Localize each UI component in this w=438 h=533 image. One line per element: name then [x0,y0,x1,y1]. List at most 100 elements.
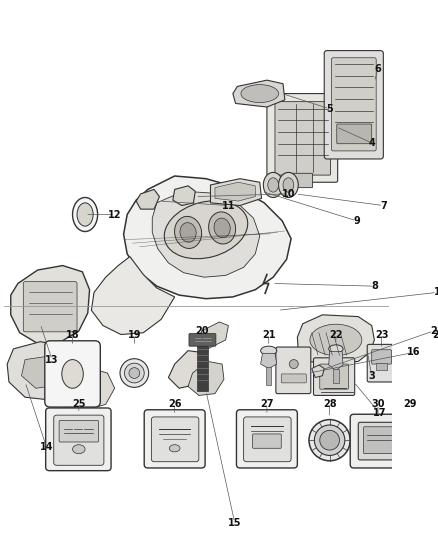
Ellipse shape [314,425,345,455]
Ellipse shape [283,178,294,192]
FancyBboxPatch shape [46,408,111,471]
Polygon shape [199,322,228,349]
Ellipse shape [241,85,279,102]
Ellipse shape [214,218,230,238]
Ellipse shape [169,445,180,452]
Polygon shape [173,186,195,206]
FancyBboxPatch shape [284,173,313,188]
FancyBboxPatch shape [144,410,205,468]
Ellipse shape [261,346,277,355]
Ellipse shape [310,324,362,356]
FancyBboxPatch shape [45,341,100,407]
Polygon shape [188,361,224,395]
Text: 5: 5 [326,104,333,114]
FancyBboxPatch shape [350,414,406,468]
Polygon shape [437,376,438,388]
Text: 4: 4 [368,138,375,148]
Polygon shape [11,265,89,343]
FancyBboxPatch shape [275,102,331,175]
Circle shape [290,360,298,368]
Text: 28: 28 [323,399,336,409]
Text: 24: 24 [432,329,438,340]
FancyBboxPatch shape [253,434,281,448]
Text: 26: 26 [168,399,181,409]
Text: 3: 3 [368,371,375,381]
Polygon shape [7,342,79,400]
Ellipse shape [268,178,279,192]
Text: 7: 7 [380,200,387,211]
Text: 1: 1 [434,287,438,297]
Text: 20: 20 [196,326,209,336]
Polygon shape [152,191,260,277]
Ellipse shape [279,172,298,198]
Text: 22: 22 [329,329,343,340]
Ellipse shape [120,359,148,387]
Ellipse shape [406,436,415,445]
FancyBboxPatch shape [314,358,355,395]
Ellipse shape [73,198,98,231]
Text: 8: 8 [371,281,378,291]
FancyBboxPatch shape [281,374,306,383]
Ellipse shape [180,223,196,242]
Text: 29: 29 [403,399,417,409]
Polygon shape [21,355,67,388]
Text: 14: 14 [40,442,53,453]
Polygon shape [312,365,324,377]
Text: 13: 13 [45,354,59,365]
FancyBboxPatch shape [276,347,311,394]
Polygon shape [211,179,261,206]
Text: 30: 30 [371,399,385,409]
FancyBboxPatch shape [358,422,399,460]
Polygon shape [261,353,277,368]
Ellipse shape [328,345,343,353]
Polygon shape [46,367,115,411]
Polygon shape [92,256,175,335]
Ellipse shape [62,360,83,388]
Polygon shape [297,315,374,365]
Ellipse shape [175,216,201,248]
FancyBboxPatch shape [59,421,99,442]
FancyBboxPatch shape [23,281,77,332]
Ellipse shape [432,342,438,351]
Text: 17: 17 [373,408,386,418]
Text: 18: 18 [66,329,79,340]
Ellipse shape [263,172,283,198]
Text: 27: 27 [260,399,274,409]
FancyBboxPatch shape [367,344,396,382]
Polygon shape [215,182,255,201]
Text: 2: 2 [430,326,437,336]
FancyBboxPatch shape [237,410,297,468]
FancyBboxPatch shape [372,350,392,364]
Bar [197,342,208,391]
Polygon shape [328,352,343,370]
Text: 10: 10 [282,189,295,199]
Text: 19: 19 [127,329,141,340]
Text: 11: 11 [222,200,235,211]
Ellipse shape [388,418,433,463]
Text: 16: 16 [407,348,420,358]
FancyBboxPatch shape [244,417,291,462]
Text: 21: 21 [262,329,276,340]
Bar [376,363,387,370]
Polygon shape [233,80,285,107]
Text: 23: 23 [375,329,389,340]
Polygon shape [124,176,291,298]
FancyBboxPatch shape [54,415,104,465]
Ellipse shape [309,419,350,461]
Ellipse shape [208,212,236,244]
Text: 25: 25 [72,399,85,409]
FancyBboxPatch shape [189,334,216,346]
Ellipse shape [400,430,420,450]
FancyBboxPatch shape [152,417,199,462]
Ellipse shape [394,424,426,456]
Text: 9: 9 [353,216,360,226]
Ellipse shape [129,368,140,378]
Polygon shape [168,351,204,388]
Ellipse shape [124,363,144,383]
Text: 6: 6 [374,63,381,74]
Text: 12: 12 [108,209,121,220]
Ellipse shape [320,430,339,450]
FancyBboxPatch shape [332,58,376,151]
Text: 15: 15 [228,518,241,528]
Ellipse shape [73,445,85,454]
